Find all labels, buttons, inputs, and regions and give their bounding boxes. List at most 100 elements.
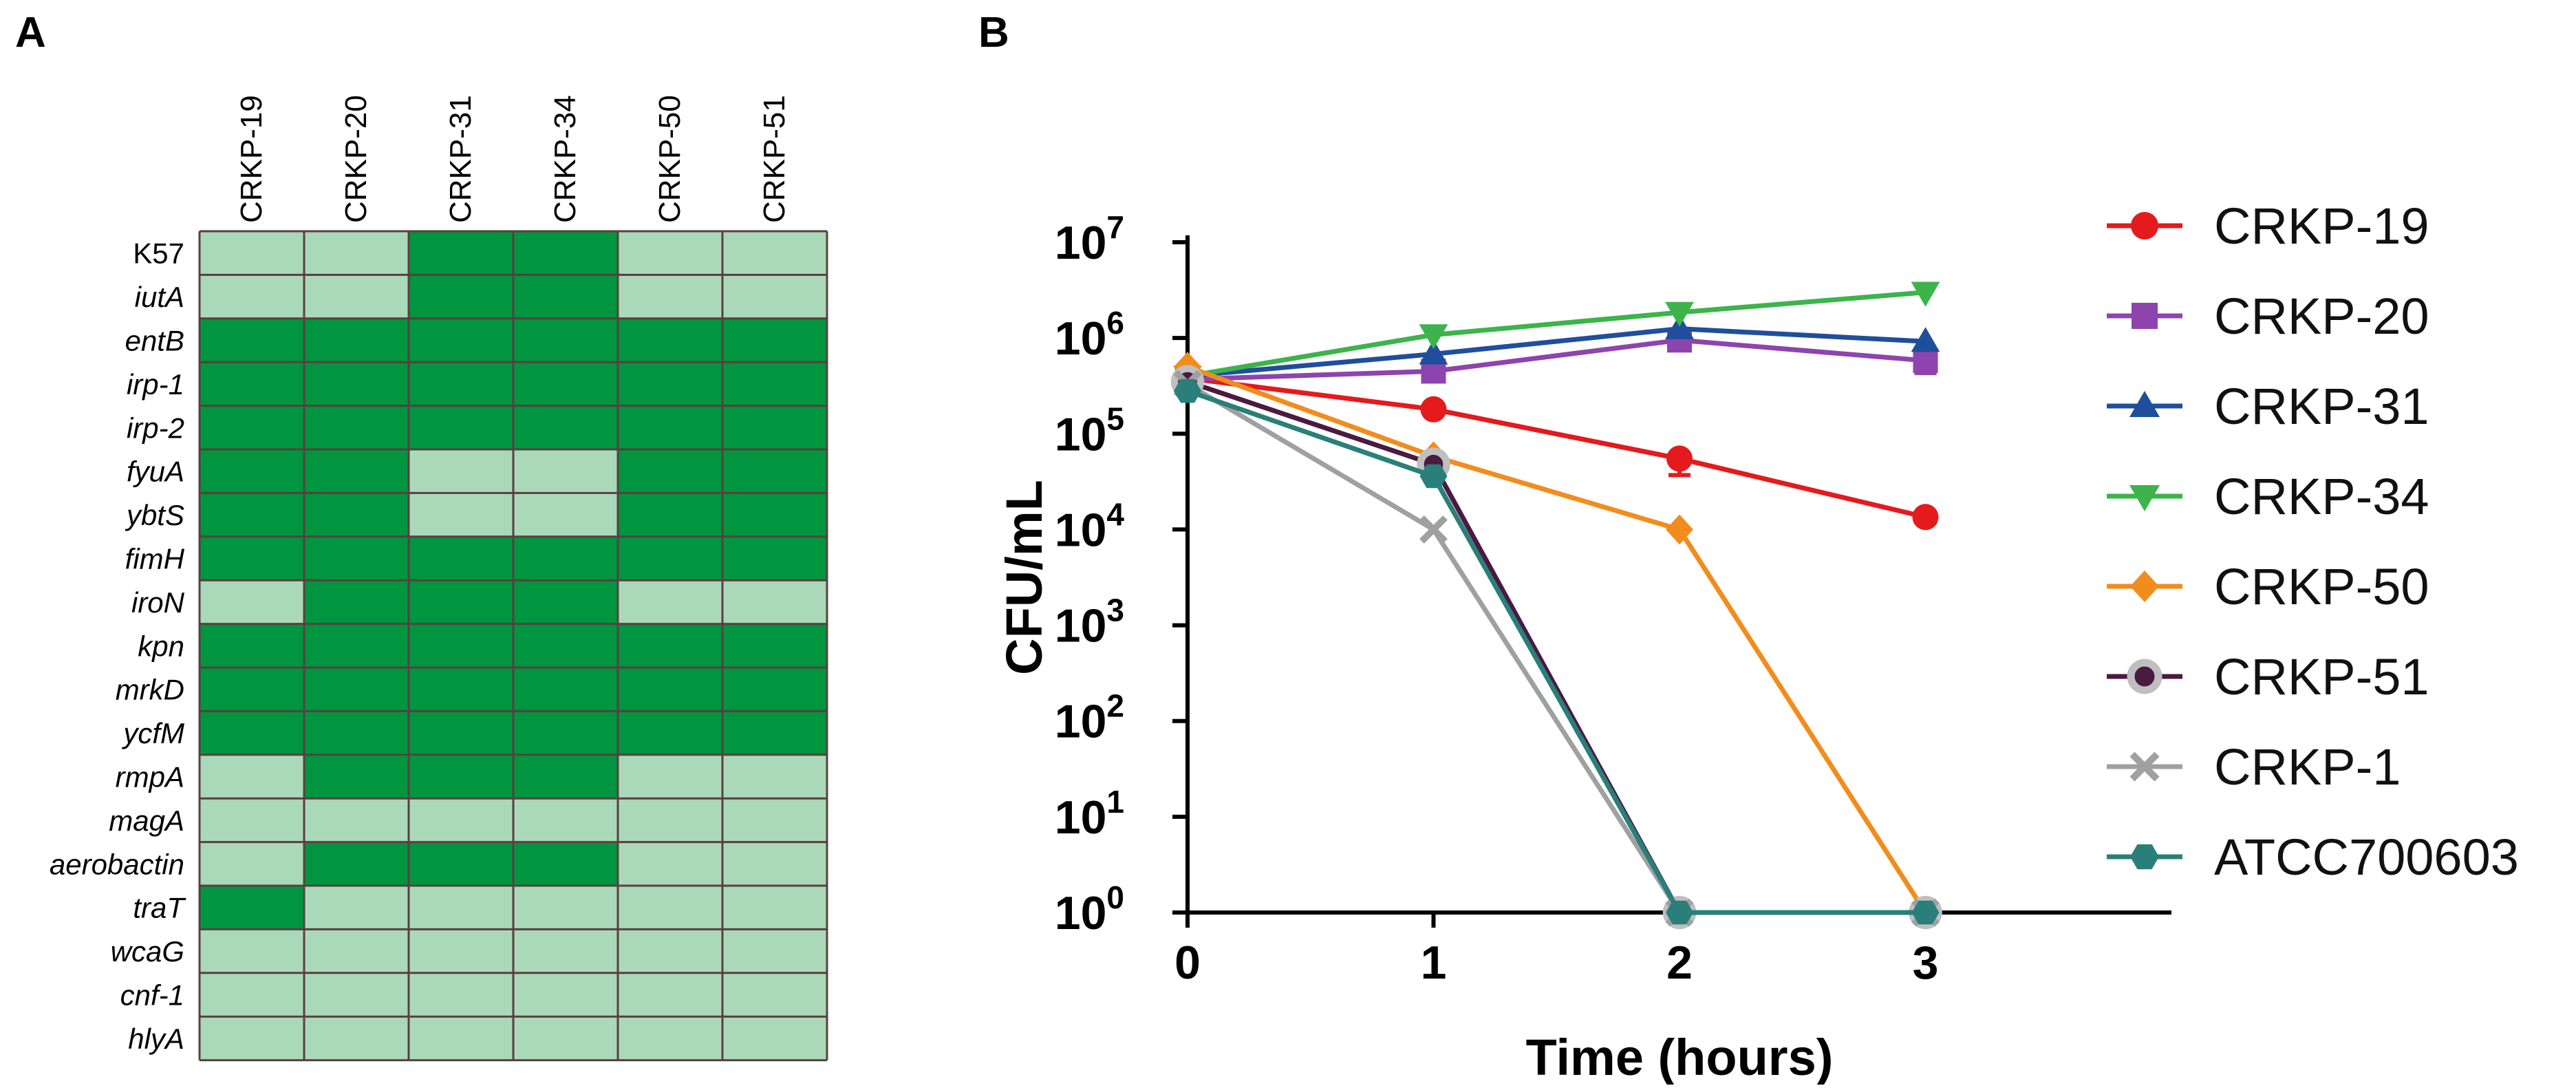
heatmap-row-label: iroN (131, 586, 185, 619)
heatmap-cell-mrkD-CRKP-20 (304, 668, 409, 712)
legend-label: CRKP-20 (2214, 288, 2429, 345)
panel-a-label: A (15, 9, 46, 56)
heatmap-cell-irp-1-CRKP-19 (200, 362, 304, 406)
legend: CRKP-19 CRKP-20 CRKP-31 CRKP-34 CRKP-50 CRKP-… (2107, 198, 2519, 886)
y-tick-exponent: 1 (1106, 784, 1124, 820)
data-point-ATCC700603-t3 (1911, 900, 1940, 925)
legend-marker (2127, 659, 2162, 694)
y-tick-base: 10 (1055, 887, 1107, 939)
heatmap-cell-rmpA-CRKP-31 (409, 754, 513, 799)
heatmap-cell-aerobactin-CRKP-20 (304, 842, 409, 886)
data-point-CRKP-34-t3 (1911, 281, 1940, 307)
heatmap-cells (200, 231, 827, 1060)
heatmap-column-label: CRKP-19 (235, 95, 268, 223)
y-tick-base: 10 (1055, 312, 1107, 365)
heatmap-column-labels: CRKP-19 CRKP-20 CRKP-31 CRKP-34 CRKP-50 CRKP-… (235, 95, 791, 223)
x-axis-label: Time (hours) (1526, 1029, 1834, 1085)
heatmap-cell-rmpA-CRKP-50 (618, 754, 722, 799)
heatmap-row-labels: K57 iutA entB irp-1 irp-2 fyuA ybtS fimH iroN kpn… (50, 237, 186, 1055)
y-tick-label: 107 (1055, 209, 1124, 269)
heatmap-cell-cnf-1-CRKP-34 (513, 972, 618, 1017)
legend-label: CRKP-34 (2214, 468, 2429, 525)
panel-b-label: B (978, 9, 1009, 56)
heatmap-cell-magA-CRKP-19 (200, 798, 304, 842)
heatmap-cell-fimH-CRKP-34 (513, 536, 618, 581)
data-point-ATCC700603-t1 (1419, 464, 1448, 489)
heatmap-row-label: aerobactin (50, 848, 184, 880)
heatmap-cell-ycfM-CRKP-31 (409, 711, 513, 755)
heatmap-row-label: wcaG (111, 935, 184, 968)
heatmap-row-label: mrkD (116, 674, 184, 706)
heatmap-row-label: magA (109, 804, 184, 837)
y-tick-label: 101 (1055, 784, 1124, 844)
heatmap-cell-K57-CRKP-19 (200, 231, 304, 275)
heatmap-cell-irp-2-CRKP-19 (200, 405, 304, 449)
heatmap-row-label: entB (125, 325, 184, 357)
heatmap-cell-aerobactin-CRKP-19 (200, 842, 304, 886)
heatmap-row-label: rmpA (116, 761, 184, 793)
y-tick-exponent: 5 (1106, 401, 1124, 436)
data-point-CRKP-19-t1 (1420, 396, 1447, 423)
legend-item: CRKP-1 (2107, 738, 2401, 796)
y-tick-base: 10 (1055, 696, 1107, 748)
heatmap-cell-ycfM-CRKP-20 (304, 711, 409, 755)
heatmap-column-label: CRKP-50 (653, 95, 687, 223)
heatmap-row-label: irp-2 (127, 412, 184, 444)
y-tick-base: 10 (1055, 408, 1107, 460)
heatmap-cell-rmpA-CRKP-34 (513, 754, 618, 799)
heatmap-row-label: K57 (133, 237, 184, 270)
heatmap-cell-kpn-CRKP-34 (513, 623, 618, 668)
heatmap-cell-aerobactin-CRKP-34 (513, 842, 618, 886)
x-tick-label: 2 (1666, 937, 1693, 989)
heatmap-cell-entB-CRKP-31 (409, 318, 513, 363)
heatmap-cell-ybtS-CRKP-31 (409, 493, 513, 537)
y-tick-label: 104 (1055, 496, 1125, 556)
heatmap-cell-mrkD-CRKP-19 (200, 668, 304, 712)
heatmap-cell-aerobactin-CRKP-50 (618, 842, 722, 886)
x-tick-label: 3 (1913, 937, 1939, 989)
heatmap-cell-ybtS-CRKP-19 (200, 493, 304, 537)
data-point-CRKP-31-t1 (1419, 339, 1448, 365)
y-tick-label: 100 (1055, 879, 1124, 939)
heatmap-column-label: CRKP-51 (758, 95, 791, 223)
data-point-CRKP-19-t3 (1912, 504, 1939, 531)
heatmap-cell-rmpA-CRKP-20 (304, 754, 409, 799)
heatmap-column-label: CRKP-31 (444, 95, 477, 223)
legend-item: CRKP-51 (2107, 648, 2429, 705)
panel-a-heatmap: A CRKP-19 CRKP-20 CRKP-31 CRKP-34 CRKP-50 CRK… (15, 9, 828, 1062)
heatmap-row-label: irp-1 (127, 368, 184, 401)
heatmap-row-label: kpn (138, 630, 184, 662)
y-tick-label: 106 (1055, 305, 1124, 365)
heatmap-cell-fimH-CRKP-31 (409, 536, 513, 581)
series-line (1187, 376, 1926, 520)
heatmap-cell-K57-CRKP-51 (722, 231, 827, 275)
heatmap-cell-fimH-CRKP-20 (304, 536, 409, 581)
heatmap-cell-ycfM-CRKP-19 (200, 711, 304, 755)
heatmap-column-label: CRKP-20 (339, 95, 373, 223)
heatmap-cell-traT-CRKP-31 (409, 886, 513, 930)
heatmap-cell-irp-2-CRKP-50 (618, 405, 722, 449)
legend-label: CRKP-19 (2214, 198, 2429, 255)
data-point-CRKP-34-t1 (1419, 324, 1448, 350)
series-CRKP-51 (1170, 365, 1942, 930)
legend-label: CRKP-51 (2214, 648, 2429, 705)
heatmap-cell-iroN-CRKP-34 (513, 580, 618, 624)
heatmap-cell-iutA-CRKP-31 (409, 275, 513, 319)
heatmap-cell-fyuA-CRKP-20 (304, 449, 409, 493)
heatmap-cell-iutA-CRKP-50 (618, 275, 722, 319)
y-tick-base: 10 (1055, 791, 1107, 844)
heatmap-cell-aerobactin-CRKP-51 (722, 842, 827, 886)
heatmap-cell-ybtS-CRKP-20 (304, 493, 409, 537)
y-tick-base: 10 (1055, 217, 1107, 269)
heatmap-cell-iroN-CRKP-19 (200, 580, 304, 624)
heatmap-cell-irp-2-CRKP-51 (722, 405, 827, 449)
heatmap-cell-iroN-CRKP-20 (304, 580, 409, 624)
heatmap-cell-iroN-CRKP-31 (409, 580, 513, 624)
heatmap-cell-ybtS-CRKP-34 (513, 493, 618, 537)
heatmap-cell-wcaG-CRKP-19 (200, 929, 304, 973)
heatmap-cell-fimH-CRKP-50 (618, 536, 722, 581)
series-line (1187, 290, 1926, 378)
heatmap-cell-magA-CRKP-34 (513, 798, 618, 842)
